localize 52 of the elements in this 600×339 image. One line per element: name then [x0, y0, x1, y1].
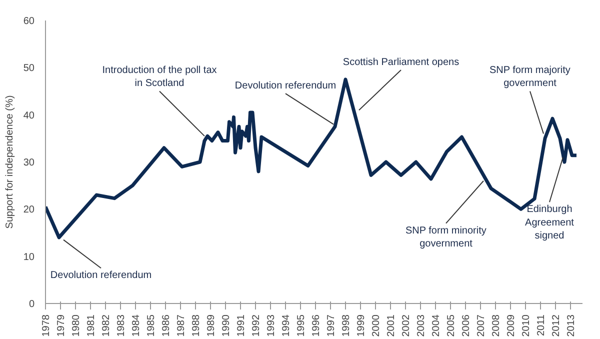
- x-tick-label: 1996: [311, 314, 322, 337]
- x-tick-label: 2002: [401, 314, 412, 337]
- x-tick-label: 2007: [476, 314, 487, 337]
- x-tick-label: 1993: [266, 314, 277, 337]
- x-tick-label: 2003: [416, 314, 427, 337]
- annotation: Devolution referendum: [234, 80, 336, 92]
- x-tick-label: 1985: [146, 314, 157, 337]
- x-tick-label: 1990: [221, 314, 232, 337]
- x-tick-label: 1986: [161, 314, 172, 337]
- x-tick-label: 2008: [491, 314, 502, 337]
- x-tick-label: 1992: [251, 314, 262, 337]
- x-tick-label: 1998: [341, 314, 352, 337]
- x-tick-label: 1978: [41, 314, 52, 337]
- x-tick-label: 2012: [551, 314, 562, 337]
- x-tick-label: 1979: [56, 314, 67, 337]
- annotation: SNP form majority government: [489, 65, 570, 90]
- y-tick-label: 0: [28, 299, 35, 310]
- y-tick-label: 20: [23, 204, 35, 216]
- annotation: Scottish Parliament opens: [342, 57, 460, 68]
- annotation: Edinburgh Agreement signed: [525, 204, 574, 242]
- x-tick-label: 1999: [356, 314, 367, 337]
- x-tick-label: 1995: [296, 314, 307, 337]
- y-axis-title: Support for independence (%): [4, 95, 16, 229]
- x-tick-label: 1983: [116, 314, 127, 337]
- x-tick-label: 2010: [521, 314, 532, 337]
- x-tick-label: 1980: [71, 314, 82, 337]
- x-tick-label: 1988: [191, 314, 202, 337]
- x-tick-label: 1989: [206, 314, 217, 337]
- annotation: Introduction of the poll tax in Scotland: [102, 65, 217, 90]
- x-tick-label: 2005: [446, 314, 457, 337]
- x-tick-label: 2013: [566, 314, 577, 337]
- y-tick-label: 30: [23, 158, 35, 168]
- x-tick-label: 1987: [176, 314, 187, 337]
- x-tick-label: 1982: [101, 314, 112, 337]
- x-tick-label: 2004: [431, 314, 442, 337]
- annotation: Devolution referendum: [50, 270, 152, 282]
- x-tick-label: 1991: [236, 314, 247, 337]
- y-tick-label: 50: [23, 63, 35, 74]
- x-tick-label: 1994: [281, 314, 292, 337]
- line-series: [46, 78, 578, 240]
- y-tick-label: 60: [23, 16, 35, 27]
- x-tick-label: 1997: [326, 314, 337, 337]
- x-tick-label: 2000: [371, 314, 382, 337]
- x-tick-label: 1981: [86, 314, 97, 337]
- x-tick-label: 2001: [386, 314, 397, 337]
- x-tick-label: 2009: [506, 314, 517, 337]
- y-tick-label: 10: [23, 252, 35, 263]
- x-tick-label: 1984: [131, 314, 142, 337]
- y-tick-label: 40: [23, 110, 35, 122]
- x-tick-label: 2006: [461, 314, 472, 337]
- annotation: SNP form minority government: [405, 225, 486, 250]
- x-tick-label: 2011: [536, 314, 547, 336]
